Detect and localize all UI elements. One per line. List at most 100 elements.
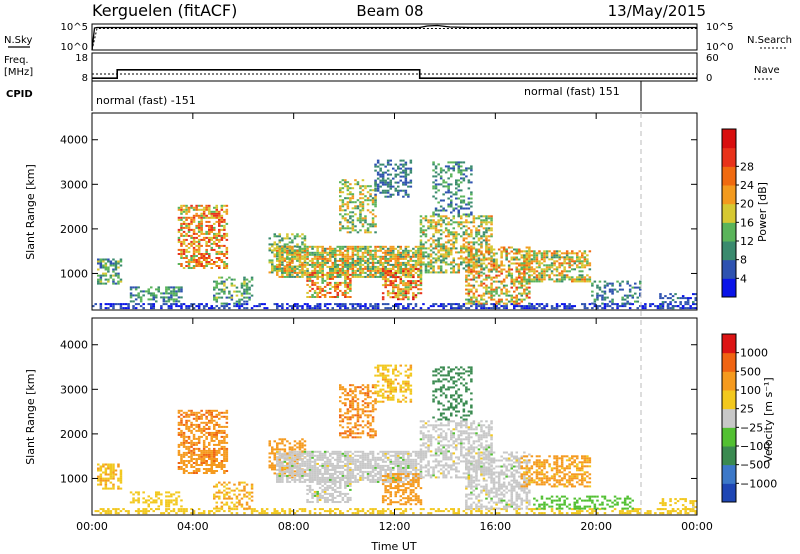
- data-cell: [276, 263, 279, 266]
- data-cell: [477, 254, 481, 257]
- data-cell: [155, 296, 158, 299]
- data-cell: [187, 224, 191, 227]
- data-cell: [301, 267, 304, 270]
- data-cell: [470, 169, 473, 172]
- data-cell: [248, 298, 251, 301]
- data-cell: [490, 268, 493, 271]
- data-cell: [339, 213, 342, 216]
- data-cell: [397, 288, 400, 291]
- data-cell: [303, 253, 307, 256]
- data-cell: [669, 510, 672, 513]
- data-cell: [215, 507, 219, 510]
- data-cell: [147, 503, 151, 506]
- data-cell: [437, 183, 440, 186]
- data-cell: [634, 300, 637, 303]
- data-cell: [369, 193, 372, 196]
- data-cell: [180, 286, 183, 289]
- data-cell: [351, 261, 355, 264]
- data-cell: [205, 253, 208, 256]
- data-cell: [444, 191, 448, 194]
- data-cell: [240, 489, 244, 492]
- data-cell: [205, 220, 208, 223]
- data-cell: [460, 173, 463, 176]
- data-cell: [238, 481, 241, 484]
- data-cell: [248, 280, 251, 283]
- data-cell: [369, 245, 372, 248]
- data-cell: [581, 274, 584, 277]
- data-cell: [197, 224, 201, 227]
- data-cell: [215, 505, 219, 508]
- data-cell: [419, 235, 423, 238]
- data-cell: [414, 251, 418, 254]
- data-cell: [487, 274, 491, 277]
- data-cell: [339, 289, 342, 292]
- data-cell: [397, 270, 400, 273]
- data-cell: [150, 307, 153, 310]
- data-cell: [394, 276, 398, 279]
- data-cell: [162, 303, 166, 306]
- data-cell: [225, 208, 229, 211]
- data-cell: [243, 300, 246, 303]
- data-cell: [404, 508, 408, 511]
- data-cell: [485, 307, 488, 310]
- data-cell: [331, 285, 335, 288]
- data-cell: [215, 423, 219, 426]
- data-cell: [129, 286, 133, 289]
- data-cell: [384, 171, 387, 174]
- data-cell: [397, 173, 400, 176]
- data-cell: [114, 272, 118, 275]
- data-cell: [341, 201, 345, 204]
- data-cell: [341, 199, 345, 202]
- data-cell: [205, 244, 208, 247]
- data-cell: [303, 257, 307, 260]
- data-cell: [283, 271, 287, 274]
- data-cell: [384, 181, 387, 184]
- data-cell: [240, 503, 244, 506]
- data-cell: [346, 189, 350, 192]
- data-cell: [273, 456, 277, 459]
- data-cell: [230, 278, 234, 281]
- data-cell: [455, 237, 458, 240]
- data-cell: [190, 261, 193, 264]
- data-cell: [480, 512, 483, 515]
- data-cell: [495, 276, 498, 279]
- data-cell: [318, 307, 322, 310]
- data-cell: [192, 230, 196, 233]
- data-cell: [200, 449, 203, 452]
- data-cell: [233, 489, 236, 492]
- data-cell: [397, 181, 400, 184]
- data-cell: [354, 259, 357, 262]
- data-cell: [684, 510, 687, 513]
- data-cell: [109, 477, 113, 480]
- data-cell: [419, 271, 423, 274]
- data-cell: [376, 261, 380, 264]
- data-cell: [192, 435, 196, 438]
- data-cell: [432, 247, 435, 250]
- data-cell: [407, 290, 410, 293]
- data-cell: [543, 305, 546, 308]
- data-cell: [202, 214, 206, 217]
- data-cell: [641, 305, 645, 308]
- data-cell: [99, 276, 103, 279]
- data-cell: [162, 512, 166, 515]
- data-cell: [412, 307, 415, 310]
- data-cell: [601, 290, 604, 293]
- data-cell: [177, 445, 181, 448]
- data-cell: [548, 276, 551, 279]
- data-cell: [457, 223, 461, 226]
- data-cell: [195, 224, 198, 227]
- data-cell: [170, 501, 173, 504]
- data-cell: [210, 224, 214, 227]
- data-cell: [104, 483, 108, 486]
- data-cell: [447, 217, 450, 220]
- data-cell: [334, 263, 337, 266]
- data-cell: [278, 253, 282, 256]
- data-cell: [215, 451, 219, 454]
- data-cell: [518, 274, 521, 277]
- data-cell: [571, 307, 574, 310]
- data-cell: [361, 305, 365, 308]
- data-cell: [510, 258, 514, 261]
- data-cell: [457, 171, 461, 174]
- data-cell: [177, 300, 181, 303]
- data-cell: [442, 303, 445, 306]
